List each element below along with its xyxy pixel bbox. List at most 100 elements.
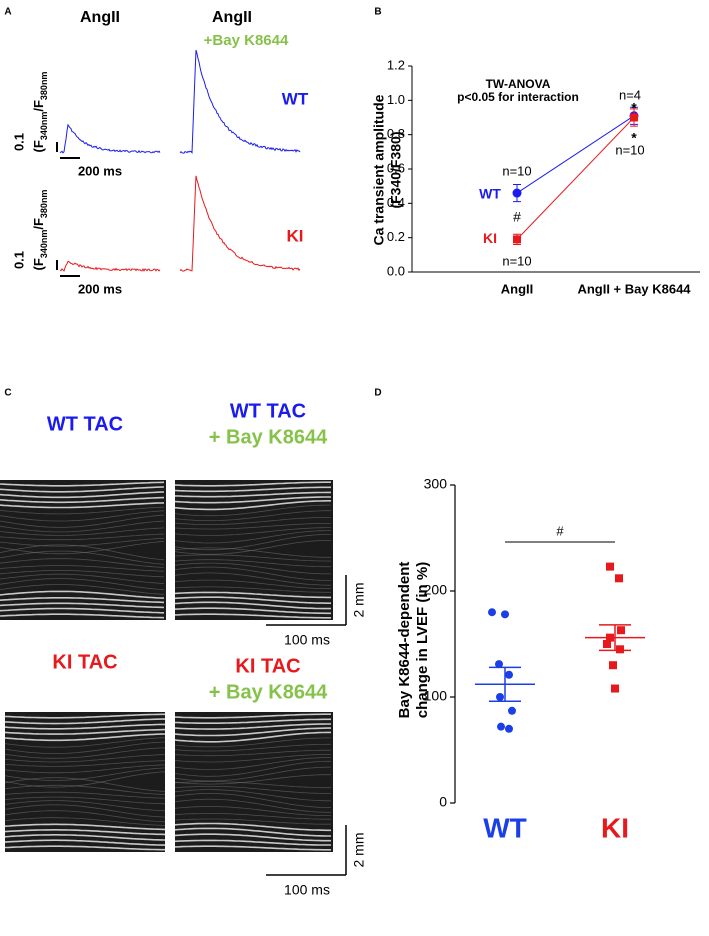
data-point (617, 626, 625, 635)
mmode-echo (174, 798, 331, 813)
y-tick-label: 0.6 (387, 160, 405, 175)
mmode-echo (0, 602, 165, 609)
data-point (512, 188, 522, 198)
scale-unit-part: (F (31, 258, 46, 270)
mmode-echo (174, 839, 331, 846)
mmode-echo (0, 527, 165, 536)
mmode-echo (4, 733, 166, 742)
n-label: n=4 (619, 87, 641, 102)
mmode-echo (174, 547, 331, 558)
column-note: +Bay K8644 (204, 32, 289, 49)
row-label: WT (282, 89, 309, 108)
mmode-echo (4, 800, 166, 812)
column-header: AngII (212, 9, 252, 26)
time-bar-label: 200 ms (78, 281, 122, 296)
mmode-echo (174, 601, 331, 610)
mmode-echo (174, 527, 331, 536)
data-point (615, 574, 623, 583)
mmode-echo (174, 812, 331, 820)
panel-label: D (374, 388, 381, 399)
mmode-echo (174, 833, 331, 842)
data-point (611, 684, 619, 693)
mmode-echo (174, 504, 331, 517)
mmode-echo (174, 566, 331, 581)
mmode-echo (174, 586, 331, 593)
mmode-echo (4, 741, 166, 754)
mmode-echo (174, 718, 331, 724)
scale-unit-part: /F (31, 218, 46, 230)
mmode-echo (4, 796, 166, 805)
calcium-trace (179, 175, 301, 272)
mmode-echo (4, 747, 166, 759)
mmode-echo (0, 533, 165, 541)
mmode-echo (0, 584, 165, 595)
mmode-echo (174, 760, 331, 777)
y-tick-label: 1.2 (387, 57, 405, 72)
scale-unit: (F340nm/F380nm (31, 72, 49, 153)
condition-label: KI TAC (52, 651, 117, 673)
condition-label: KI TAC (235, 655, 300, 677)
data-point (488, 608, 496, 617)
data-point (496, 693, 504, 701)
data-point (505, 670, 513, 679)
time-bar-label: 100 ms (284, 882, 330, 898)
mmode-echo (0, 486, 165, 493)
y-axis-label: Ca transient amplitude (371, 94, 387, 245)
data-point (508, 706, 516, 715)
mmode-echo (174, 562, 331, 575)
mmode-echo (174, 822, 331, 832)
mmode-echo (4, 777, 166, 792)
mmode-echo (4, 810, 166, 823)
data-point (513, 235, 521, 244)
column-header: AngII (80, 9, 120, 26)
mmode-echo (4, 764, 166, 774)
panel-label: B (374, 7, 381, 18)
mmode-echo (0, 590, 165, 599)
mmode-echo (0, 514, 165, 528)
mmode-echo (174, 530, 331, 544)
mmode-echo (0, 510, 165, 522)
time-bar-label: 100 ms (284, 632, 330, 648)
mmode-echo (0, 550, 165, 565)
series-line (516, 117, 635, 240)
mmode-echo (174, 491, 331, 498)
time-bar-label: 200 ms (78, 163, 122, 178)
mmode-echo (4, 713, 165, 719)
scale-unit-part: 340nm (39, 112, 49, 141)
data-point (495, 660, 503, 669)
data-point (606, 562, 614, 571)
mmode-echo (174, 591, 331, 599)
y-tick-label: 1.0 (387, 92, 405, 107)
x-tick-label: KI (601, 812, 629, 843)
mmode-echo (174, 789, 331, 802)
data-point (609, 661, 617, 670)
condition-label: WT TAC (230, 400, 306, 422)
y-axis-label: Bay K8644-dependent (396, 562, 413, 719)
mmode-echo (0, 607, 165, 614)
mmode-echo (0, 496, 165, 504)
y-axis-label: (F340/F380) (388, 131, 404, 208)
mmode-echo (174, 781, 331, 789)
scale-value: 0.1 (11, 133, 26, 151)
mmode-echo (174, 534, 331, 551)
data-point (501, 610, 509, 619)
series-line (516, 115, 635, 194)
data-point (505, 724, 513, 733)
mmode-echo (0, 491, 165, 499)
mmode-echo (174, 572, 331, 586)
annotation: p<0.05 for interaction (457, 90, 579, 104)
panel-label: A (4, 7, 11, 18)
mmode-echo (4, 829, 166, 836)
panel-label: C (4, 388, 11, 399)
x-tick-label: AngII (501, 281, 534, 296)
scale-unit-part: 340nm (39, 230, 49, 259)
n-label: n=10 (615, 142, 644, 157)
mmode-echo (174, 827, 331, 837)
mmode-echo (0, 541, 165, 555)
mmode-echo (0, 520, 165, 533)
mmode-echo (4, 791, 165, 799)
mmode-echo (0, 578, 165, 590)
mmode-echo (4, 754, 166, 763)
